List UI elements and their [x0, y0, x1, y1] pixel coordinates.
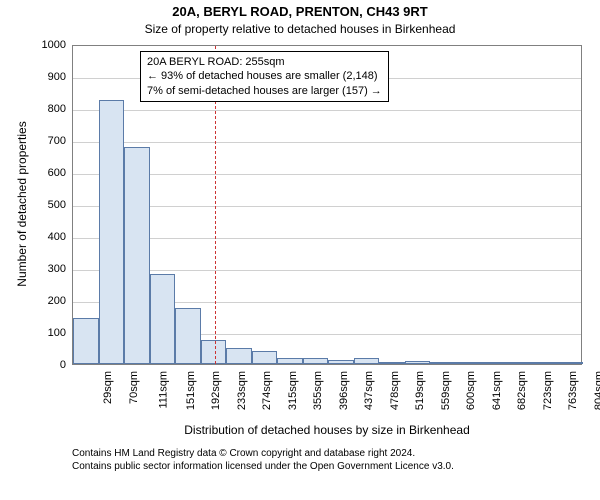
xtick-label: 396sqm — [338, 371, 350, 410]
footer-line-1: Contains HM Land Registry data © Crown c… — [72, 447, 454, 460]
xtick-label: 233sqm — [236, 371, 248, 410]
histogram-bar — [456, 362, 482, 364]
ytick-label: 300 — [30, 263, 66, 275]
histogram-bar — [175, 308, 201, 364]
gridline — [73, 110, 581, 111]
histogram-bar — [201, 340, 227, 364]
histogram-bar — [379, 362, 405, 364]
xtick-label: 192sqm — [210, 371, 222, 410]
histogram-bar — [99, 100, 125, 364]
gridline — [73, 142, 581, 143]
xtick-label: 600sqm — [465, 371, 477, 410]
footer: Contains HM Land Registry data © Crown c… — [72, 447, 454, 473]
histogram-bar — [430, 362, 456, 364]
xtick-label: 478sqm — [389, 371, 401, 410]
ytick-label: 800 — [30, 103, 66, 115]
ytick-label: 0 — [30, 359, 66, 371]
xtick-label: 763sqm — [567, 371, 579, 410]
xtick-label: 111sqm — [158, 371, 170, 409]
histogram-bar — [226, 348, 252, 364]
ytick-label: 700 — [30, 135, 66, 147]
legend-line-2: ← 93% of detached houses are smaller (2,… — [147, 69, 382, 83]
chart-title: 20A, BERYL ROAD, PRENTON, CH43 9RT — [0, 4, 600, 21]
ytick-label: 200 — [30, 295, 66, 307]
legend-line-1: 20A BERYL ROAD: 255sqm — [147, 55, 382, 69]
legend-box: 20A BERYL ROAD: 255sqm ← 93% of detached… — [140, 51, 389, 102]
xtick-label: 519sqm — [414, 371, 426, 410]
xtick-label: 804sqm — [593, 371, 600, 410]
histogram-bar — [150, 274, 176, 364]
histogram-bar — [124, 147, 150, 364]
chart-container: 20A, BERYL ROAD, PRENTON, CH43 9RT Size … — [0, 0, 600, 500]
xtick-label: 723sqm — [542, 371, 554, 410]
xtick-label: 70sqm — [128, 371, 140, 404]
footer-line-2: Contains public sector information licen… — [72, 460, 454, 473]
legend-line-3: 7% of semi-detached houses are larger (1… — [147, 84, 382, 98]
x-axis-label: Distribution of detached houses by size … — [72, 423, 582, 437]
histogram-bar — [481, 362, 507, 364]
histogram-bar — [405, 361, 431, 364]
histogram-bar — [532, 362, 558, 364]
histogram-bar — [303, 358, 329, 364]
ytick-label: 400 — [30, 231, 66, 243]
xtick-label: 437sqm — [363, 371, 375, 410]
histogram-bar — [354, 358, 380, 364]
xtick-label: 355sqm — [312, 371, 324, 410]
chart-subtitle: Size of property relative to detached ho… — [0, 22, 600, 38]
histogram-bar — [328, 360, 354, 364]
ytick-label: 500 — [30, 199, 66, 211]
histogram-bar — [252, 351, 278, 364]
histogram-bar — [277, 358, 303, 364]
ytick-label: 600 — [30, 167, 66, 179]
xtick-label: 274sqm — [261, 371, 273, 410]
xtick-label: 682sqm — [516, 371, 528, 410]
histogram-bar — [558, 362, 584, 364]
histogram-bar — [73, 318, 99, 364]
xtick-label: 641sqm — [491, 371, 503, 410]
xtick-label: 315sqm — [287, 371, 299, 410]
ytick-label: 1000 — [30, 39, 66, 51]
ytick-label: 100 — [30, 327, 66, 339]
xtick-label: 29sqm — [102, 371, 114, 404]
ytick-label: 900 — [30, 71, 66, 83]
xtick-label: 559sqm — [440, 371, 452, 410]
xtick-label: 151sqm — [185, 371, 197, 410]
histogram-bar — [507, 362, 533, 364]
y-axis-label: Number of detached properties — [15, 104, 29, 304]
